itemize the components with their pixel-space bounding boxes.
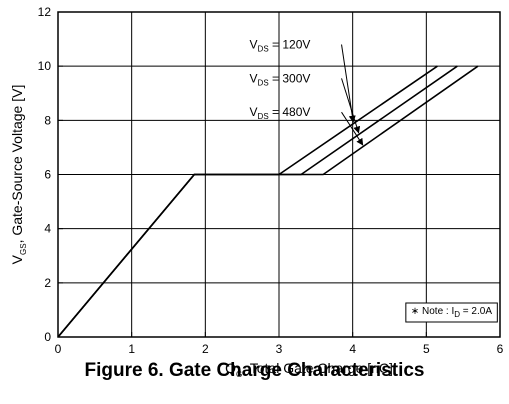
x-tick-label: 1	[128, 342, 135, 356]
series-line-480v	[57, 65, 479, 338]
x-tick-label: 5	[423, 342, 430, 356]
x-axis-label: QG, Total Gate Charge [nC]	[225, 360, 393, 379]
annotation-label-480v: VDS = 480V	[250, 105, 311, 121]
annotation-arrows	[341, 44, 364, 146]
series-line-120v	[57, 65, 438, 338]
y-tick-label: 0	[44, 330, 51, 344]
x-tick-label: 4	[349, 342, 356, 356]
series-line-300v	[57, 65, 458, 338]
note-label: ∗ Note : ID = 2.0A	[411, 306, 492, 319]
y-tick-label: 8	[44, 113, 51, 127]
grid-lines	[58, 12, 500, 337]
y-axis-label: VGS, Gate-Source Voltage [V]	[9, 85, 28, 265]
annotation-label-120v: VDS = 120V	[250, 38, 311, 54]
annotation-label-300v: VDS = 300V	[250, 71, 311, 87]
x-tick-label: 6	[497, 342, 504, 356]
plot-frame	[57, 11, 501, 338]
y-tick-label: 12	[38, 5, 52, 19]
note-box	[405, 302, 498, 323]
x-tick-label: 0	[55, 342, 62, 356]
figure-caption: Figure 6. Gate Charge Characteristics	[84, 360, 425, 381]
y-tick-label: 6	[44, 168, 51, 182]
x-tick-label: 3	[276, 342, 283, 356]
annotation-arrow-480v	[341, 111, 364, 146]
series-lines	[57, 65, 479, 338]
y-tick-label: 2	[44, 276, 51, 290]
annotation-arrow-300v	[341, 78, 361, 134]
y-tick-label: 4	[44, 222, 51, 236]
x-tick-label: 2	[202, 342, 209, 356]
y-tick-label: 10	[38, 59, 52, 73]
